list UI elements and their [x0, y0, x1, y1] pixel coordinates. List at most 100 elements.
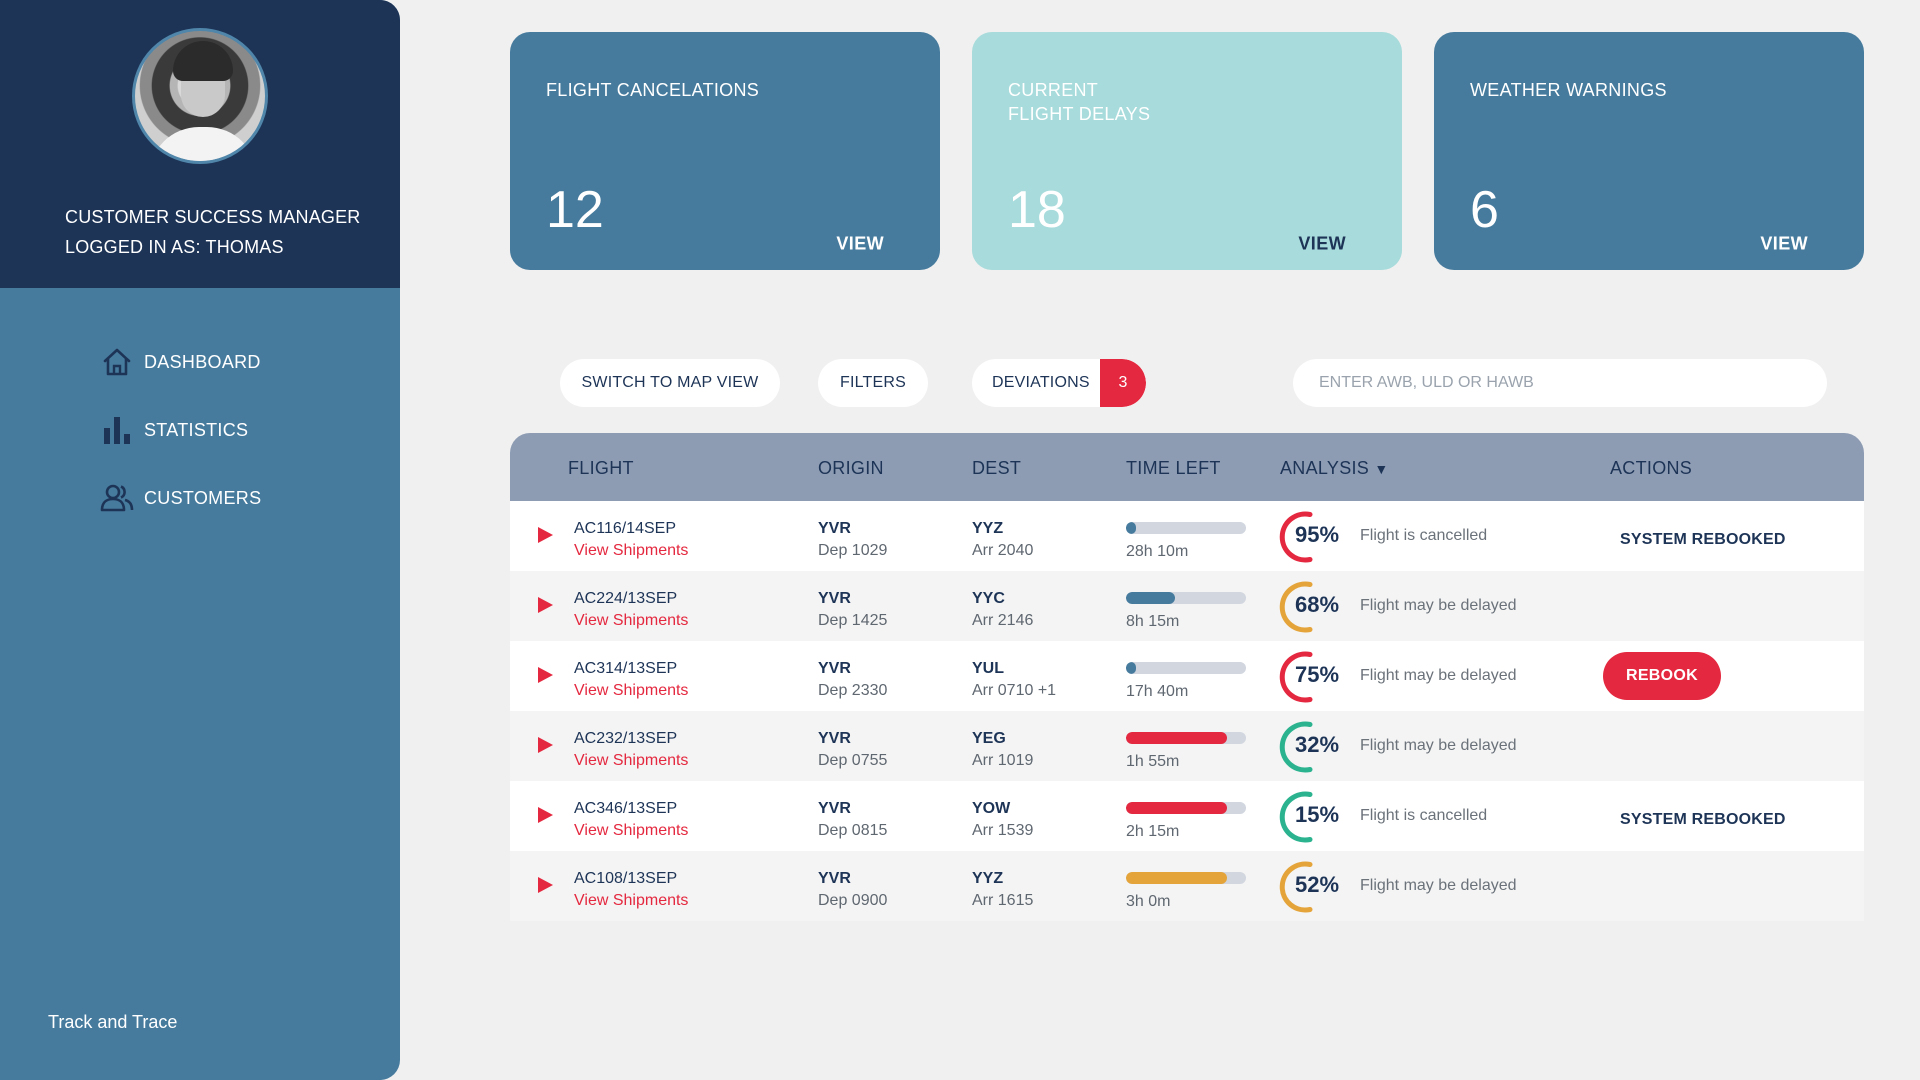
view-button[interactable]: VIEW	[1760, 233, 1808, 254]
risk-percentage: 95%	[1295, 522, 1340, 547]
column-header-origin[interactable]: ORIGIN	[818, 458, 884, 478]
sidebar: CUSTOMER SUCCESS MANAGER LOGGED IN AS: T…	[0, 0, 400, 1080]
risk-gauge-arc	[1279, 651, 1313, 703]
user-role: CUSTOMER SUCCESS MANAGER LOGGED IN AS: T…	[65, 202, 361, 262]
sidebar-item-label: CUSTOMERS	[144, 487, 262, 508]
flight-number: AC314/13SEP	[574, 660, 678, 677]
deviations-button[interactable]: DEVIATIONS 3	[972, 359, 1146, 407]
view-shipments-link[interactable]: View Shipments	[574, 822, 689, 839]
departure-time: Dep 1425	[818, 612, 888, 629]
card-title: FLIGHT CANCELATIONS	[546, 80, 760, 100]
column-header-time-left[interactable]: TIME LEFT	[1126, 458, 1221, 478]
arrival-time: Arr 1019	[972, 752, 1034, 769]
table-row[interactable]: AC346/13SEP View Shipments YVR Dep 0815 YOW A…	[510, 781, 1864, 851]
risk-gauge-arc	[1279, 791, 1313, 843]
app-brand: Track and Trace	[48, 1012, 178, 1032]
deviations-label: DEVIATIONS	[992, 374, 1090, 391]
table-row[interactable]: AC232/13SEP View Shipments YVR Dep 0755 YEG A…	[510, 711, 1864, 781]
users-icon	[100, 481, 134, 515]
time-left-bar	[1126, 872, 1246, 884]
time-left: 1h 55m	[1126, 753, 1180, 770]
time-left-bar-fill	[1126, 522, 1136, 534]
flight-number: AC108/13SEP	[574, 870, 678, 887]
expand-row-icon[interactable]	[538, 597, 553, 613]
table-row[interactable]: AC314/13SEP View Shipments YVR Dep 2330 YUL A…	[510, 641, 1864, 711]
expand-row-icon[interactable]	[538, 737, 553, 753]
time-left: 2h 15m	[1126, 823, 1180, 840]
awb-search-input[interactable]	[1293, 359, 1827, 407]
time-left: 28h 10m	[1126, 543, 1189, 560]
departure-time: Dep 0755	[818, 752, 888, 769]
flight-number: AC232/13SEP	[574, 730, 678, 747]
card-value: 6	[1470, 181, 1499, 239]
switch-to-map-view-button[interactable]: SWITCH TO MAP VIEW	[560, 359, 780, 407]
risk-gauge-arc	[1279, 511, 1313, 563]
table-row[interactable]: AC116/14SEP View Shipments YVR Dep 1029 YYZ A…	[510, 501, 1864, 571]
rebook-button[interactable]: REBOOK	[1603, 652, 1721, 700]
card-value: 18	[1008, 181, 1066, 239]
risk-gauge-arc	[1279, 861, 1313, 913]
time-left-bar-fill	[1126, 662, 1136, 674]
flights-table: FLIGHT ORIGIN DEST TIME LEFT ANALYSIS ▼ …	[510, 433, 1864, 921]
profile-panel: CUSTOMER SUCCESS MANAGER LOGGED IN AS: T…	[0, 0, 400, 288]
sidebar-item-statistics[interactable]: STATISTICS	[100, 413, 261, 447]
time-left-bar	[1126, 592, 1246, 604]
risk-gauge-arc	[1279, 721, 1313, 773]
arrival-time: Arr 1615	[972, 892, 1034, 909]
analysis-status: Flight is cancelled	[1360, 807, 1488, 824]
home-icon	[100, 345, 134, 379]
time-left-bar	[1126, 802, 1246, 814]
departure-time: Dep 0815	[818, 822, 888, 839]
risk-percentage: 52%	[1295, 872, 1340, 897]
origin-code: YVR	[818, 660, 851, 677]
risk-gauge-icon	[1279, 651, 1313, 703]
flight-number: AC116/14SEP	[574, 520, 676, 537]
table-row[interactable]: AC108/13SEP View Shipments YVR Dep 0900 YYZ A…	[510, 851, 1864, 921]
avatar-hair	[173, 41, 233, 81]
origin-code: YVR	[818, 730, 851, 747]
analysis-status: Flight may be delayed	[1360, 597, 1517, 614]
time-left-bar-fill	[1126, 802, 1227, 814]
filters-button[interactable]: FILTERS	[818, 359, 928, 407]
risk-gauge-icon	[1279, 721, 1313, 773]
table-header: FLIGHT ORIGIN DEST TIME LEFT ANALYSIS ▼ …	[510, 433, 1864, 501]
bar-chart-icon	[100, 413, 134, 447]
column-header-flight[interactable]: FLIGHT	[568, 458, 634, 478]
view-shipments-link[interactable]: View Shipments	[574, 892, 689, 909]
destination-code: YOW	[972, 800, 1011, 817]
time-left-bar	[1126, 732, 1246, 744]
expand-row-icon[interactable]	[538, 667, 553, 683]
avatar-shirt	[149, 127, 257, 161]
expand-row-icon[interactable]	[538, 807, 553, 823]
time-left-bar-fill	[1126, 732, 1227, 744]
risk-gauge-arc	[1279, 581, 1313, 633]
analysis-status: Flight may be delayed	[1360, 737, 1517, 754]
view-button[interactable]: VIEW	[836, 233, 884, 254]
expand-row-icon[interactable]	[538, 527, 553, 543]
risk-gauge-icon	[1279, 861, 1313, 913]
risk-gauge-icon	[1279, 511, 1313, 563]
table-row[interactable]: AC224/13SEP View Shipments YVR Dep 1425 YYC A…	[510, 571, 1864, 641]
view-shipments-link[interactable]: View Shipments	[574, 752, 689, 769]
deviations-count-badge: 3	[1100, 359, 1146, 407]
view-shipments-link[interactable]: View Shipments	[574, 542, 689, 559]
sidebar-item-customers[interactable]: CUSTOMERS	[100, 481, 261, 515]
destination-code: YUL	[972, 660, 1004, 677]
sidebar-nav: DASHBOARD STATISTICS CUSTOM	[100, 345, 261, 549]
sidebar-item-label: STATISTICS	[144, 419, 249, 440]
sidebar-item-dashboard[interactable]: DASHBOARD	[100, 345, 261, 379]
card-value: 12	[546, 181, 604, 239]
column-header-dest[interactable]: DEST	[972, 458, 1022, 478]
card-weather-warnings: WEATHER WARNINGS 6 VIEW	[1434, 32, 1864, 270]
departure-time: Dep 1029	[818, 542, 888, 559]
analysis-status: Flight may be delayed	[1360, 877, 1517, 894]
avatar[interactable]	[132, 28, 268, 164]
view-shipments-link[interactable]: View Shipments	[574, 682, 689, 699]
column-header-analysis[interactable]: ANALYSIS ▼	[1280, 433, 1389, 504]
risk-percentage: 15%	[1295, 802, 1340, 827]
expand-row-icon[interactable]	[538, 877, 553, 893]
time-left-bar	[1126, 522, 1246, 534]
view-button[interactable]: VIEW	[1298, 233, 1346, 254]
view-shipments-link[interactable]: View Shipments	[574, 612, 689, 629]
sidebar-item-label: DASHBOARD	[144, 351, 261, 372]
